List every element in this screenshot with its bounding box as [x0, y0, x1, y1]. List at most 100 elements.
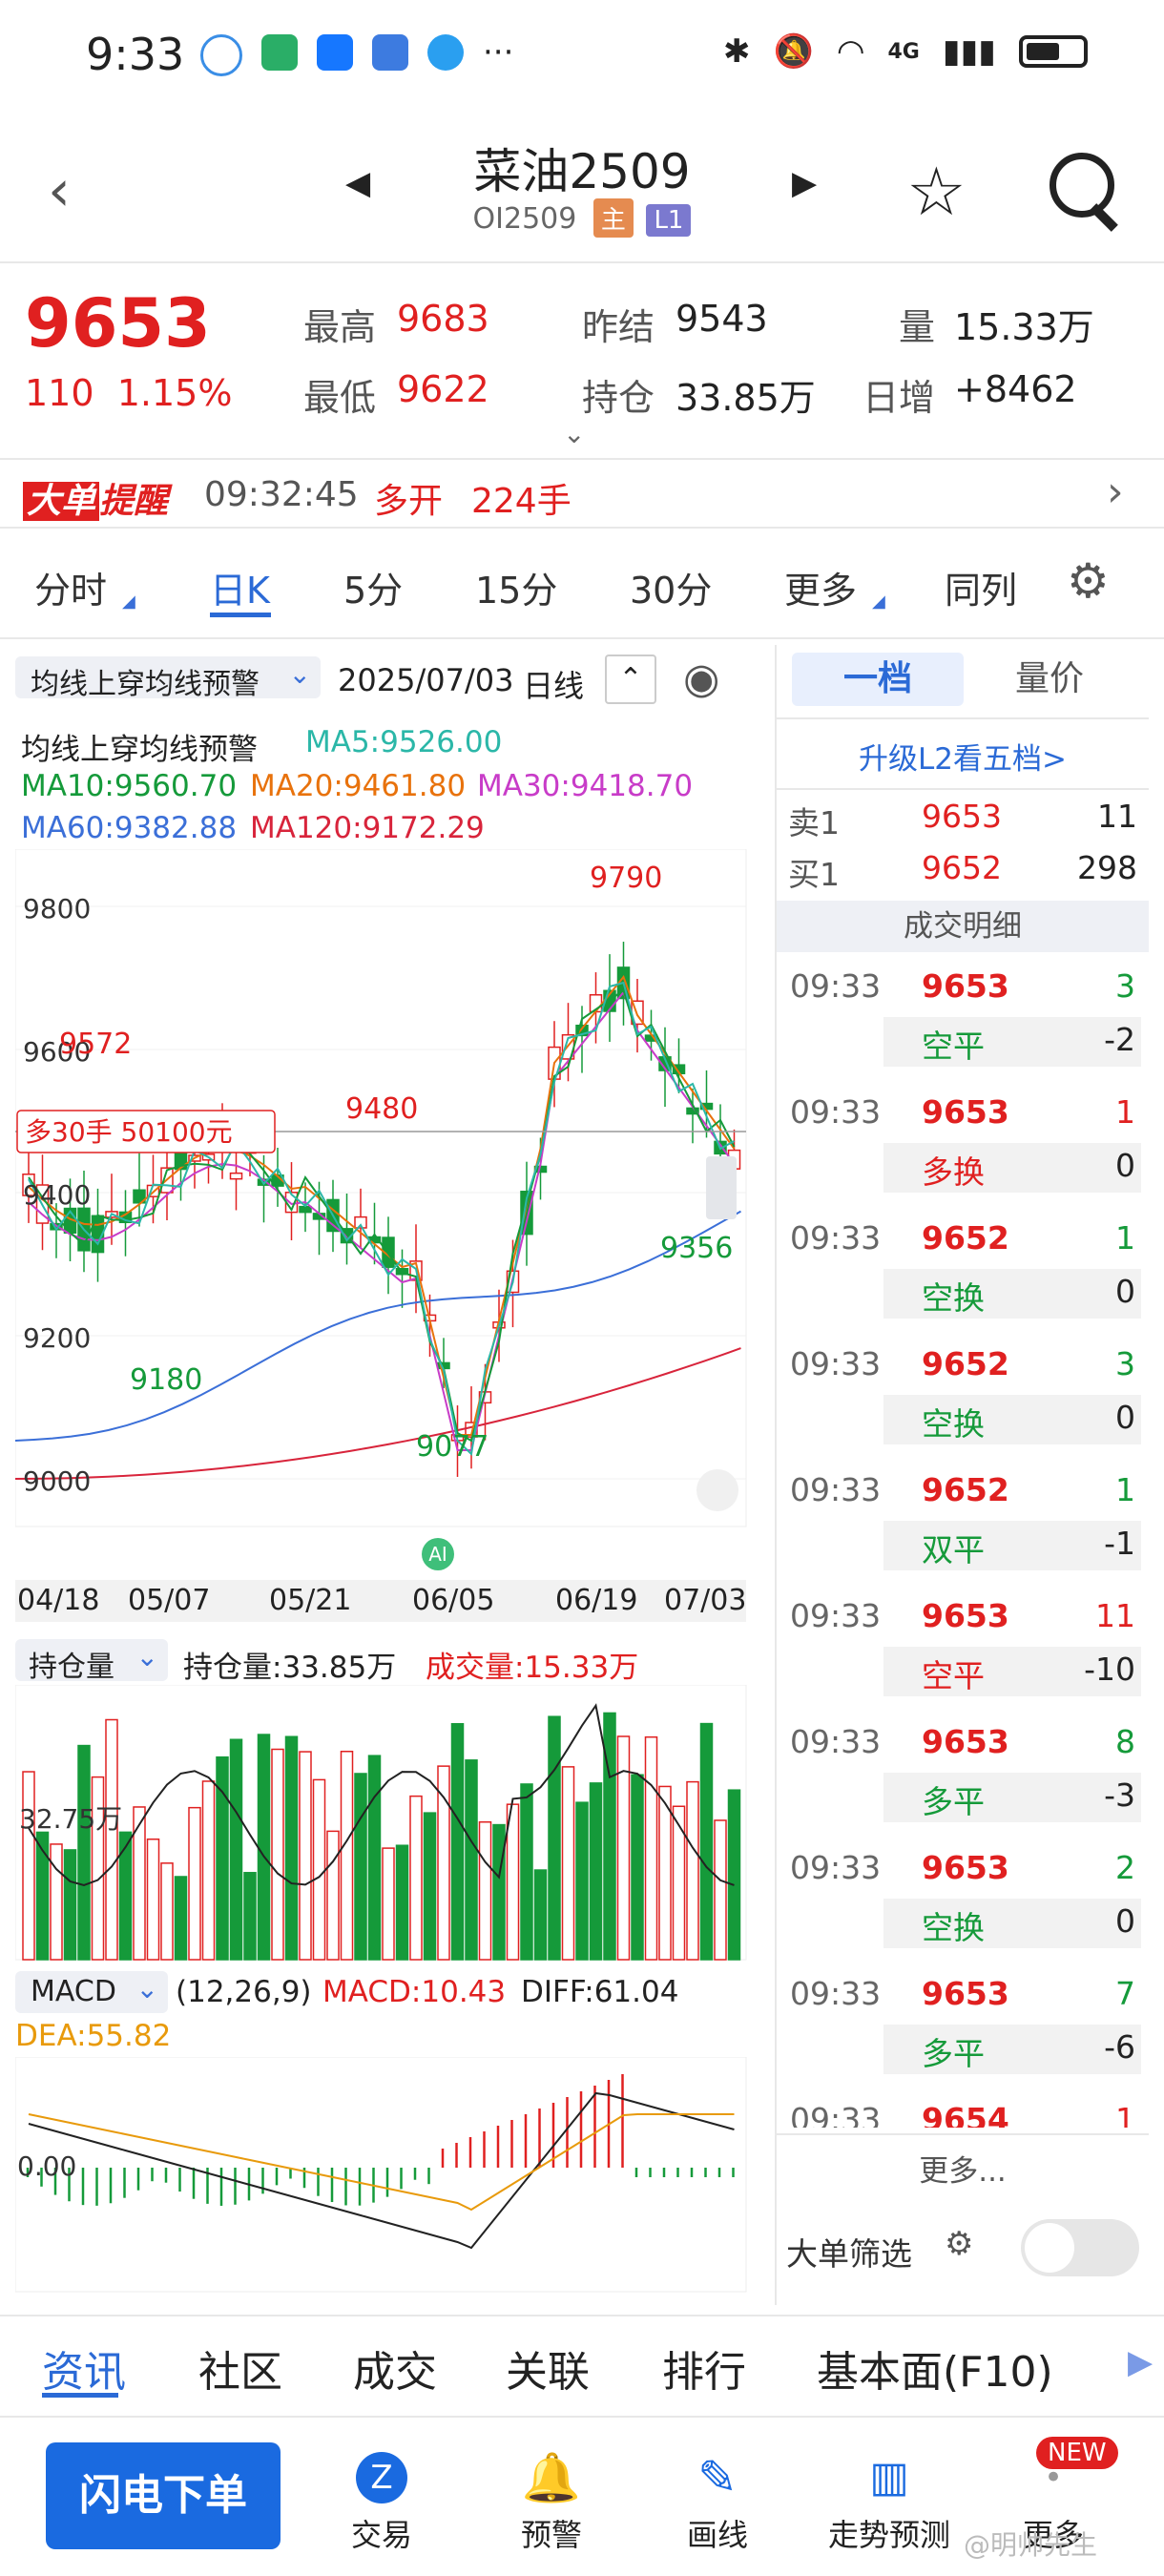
nav-trade[interactable]: Z 交易 [324, 2452, 439, 2555]
signal-icon: ▮▮▮ [942, 32, 996, 71]
volume-indicator-select[interactable]: 持仓量 ⌄ [15, 1639, 168, 1684]
search-icon[interactable] [1050, 153, 1114, 218]
volume-chart[interactable]: 32.75万 [15, 1685, 750, 1962]
status-time: 9:33 [86, 29, 185, 80]
quote-divider [0, 458, 1164, 460]
trade-qty: 2 [1115, 1849, 1135, 1886]
volume-bar [63, 1849, 77, 1961]
chevron-down-icon: ⌄ [288, 658, 311, 690]
settings-gear-icon[interactable]: ⚙ [1067, 553, 1110, 609]
alert-chevron-icon[interactable]: › [1107, 467, 1124, 516]
change-value: 110 [25, 372, 94, 414]
x-date: 05/07 [128, 1584, 211, 1617]
x-date: 06/05 [412, 1584, 495, 1617]
trade-price: 9653 [922, 1093, 1009, 1131]
volume-bar [686, 1780, 699, 1961]
high-label: 最高 [303, 306, 377, 348]
dea-line [28, 2113, 735, 2212]
back-icon[interactable]: ‹ [48, 157, 71, 224]
volume-bar [77, 1744, 91, 1961]
volume-bar [631, 1774, 644, 1961]
indicator-select[interactable]: 均线上穿均线预警 ⌄ [15, 656, 321, 701]
mute-icon: 🔕 [773, 32, 814, 71]
tab-fundamentals[interactable]: 基本面(F10) [817, 2348, 1053, 2397]
big-order-toggle[interactable] [1021, 2219, 1139, 2276]
trade-time: 09:33 [790, 1471, 882, 1508]
filter-settings-icon[interactable]: ⚙ [945, 2225, 974, 2263]
change-pct: 1.15% [116, 372, 233, 414]
kline-ma-lines [15, 974, 741, 1480]
kline-chart[interactable]: 9800 9600 9400 9200 9000 9790 9572 9480 … [15, 849, 750, 1536]
volume-bar [395, 1844, 409, 1961]
fullscreen-icon[interactable] [696, 1469, 738, 1511]
next-contract-icon[interactable]: ▶ [792, 164, 818, 202]
tab-daily-k[interactable]: 日K [210, 570, 270, 612]
volume-bar [284, 1735, 299, 1961]
alipay-icon [317, 34, 353, 71]
macd-select[interactable]: MACD ⌄ [15, 1971, 168, 2013]
scroll-right-icon[interactable]: ▶ [1128, 2343, 1154, 2381]
tab-30min[interactable]: 30分 [630, 570, 713, 612]
trade-time: 09:33 [790, 1345, 882, 1382]
macd-params: (12,26,9) [176, 1975, 312, 2009]
ma30-legend: MA30:9418.70 [477, 769, 694, 803]
ma120-legend: MA120:9172.29 [250, 811, 485, 845]
tab-related[interactable]: 关联 [506, 2348, 590, 2397]
big-order-alert[interactable] [0, 460, 1164, 527]
quick-order-button[interactable]: 闪电下单 [46, 2442, 281, 2549]
trade-price: 9653 [922, 1723, 1009, 1760]
candle [133, 1189, 146, 1204]
tab-news[interactable]: 资讯 [42, 2348, 126, 2397]
nav-alert[interactable]: 🔔 预警 [494, 2452, 609, 2555]
tab-15min[interactable]: 15分 [475, 570, 558, 612]
trade-row: 09:33 9653 7 多平 -6 [777, 1962, 1149, 2088]
tab-compare[interactable]: 同列 [945, 570, 1018, 612]
ma5-legend: MA5:9526.00 [305, 725, 503, 759]
tab-5min[interactable]: 5分 [343, 570, 404, 612]
nav-trade-label: 交易 [350, 2517, 412, 2553]
tab-level1[interactable]: 一档 [792, 653, 964, 706]
collapse-icon[interactable]: ⌃ [605, 654, 656, 704]
prev-label: 昨结 [582, 306, 655, 348]
nav-draw[interactable]: ✎ 画线 [660, 2452, 775, 2555]
macd-chart[interactable]: 0.00 [15, 2057, 750, 2296]
eye-icon[interactable]: ◉ [683, 654, 720, 703]
chevron-down-icon: ⌄ [135, 1641, 158, 1672]
trade-list[interactable]: 09:33 9653 3 空平 -2 09:33 9653 1 多换 0 09:33 9652 1 空换 0… [777, 954, 1149, 2128]
expand-chevron-icon[interactable]: ⌄ [563, 418, 586, 449]
volume-bar [340, 1751, 354, 1961]
chart-period: 日线 [523, 668, 585, 704]
trade-delta: -2 [1104, 1021, 1135, 1058]
chart-expand-handle[interactable] [706, 1156, 737, 1219]
nav-forecast[interactable]: ▥ 走势预测 [813, 2452, 966, 2555]
trade-row: 09:33 9653 3 空平 -2 [777, 954, 1149, 1080]
ai-icon[interactable]: AI [422, 1538, 454, 1570]
macd-frame [15, 2057, 747, 2293]
tab-trades[interactable]: 成交 [353, 2348, 437, 2397]
chart-book-icon: ▥ [869, 2453, 909, 2502]
dropdown-triangle-icon: ◢ [122, 592, 135, 612]
volume-bar [548, 1715, 561, 1961]
tab-ranking[interactable]: 排行 [662, 2348, 746, 2397]
favorite-star-icon[interactable]: ☆ [906, 153, 967, 231]
sell1-price: 9653 [922, 798, 1002, 835]
trade-time: 09:33 [790, 1723, 882, 1760]
tab-community[interactable]: 社区 [198, 2348, 282, 2397]
chat-app-icon [200, 34, 242, 76]
more-trades-link[interactable]: 更多... [919, 2154, 1007, 2189]
volume-bar [118, 1831, 133, 1961]
volume-bar [35, 1831, 50, 1961]
candle [299, 1205, 312, 1214]
trade-type: 双平 [922, 1531, 985, 1568]
tab-timeshare[interactable]: 分时 [34, 570, 108, 612]
annotation: 9572 [59, 1028, 132, 1061]
ma60-legend: MA60:9382.88 [21, 811, 238, 845]
tab-more[interactable]: 更多 [784, 570, 858, 612]
tab-volume-price[interactable]: 量价 [1014, 659, 1084, 698]
annotation: 9356 [660, 1232, 733, 1265]
ma10-line [28, 988, 736, 1443]
watermark: @明帅先生 [964, 2529, 1098, 2561]
prev-contract-icon[interactable]: ◀ [345, 164, 371, 202]
upgrade-l2-link[interactable]: 升级L2看五档> [859, 742, 1067, 777]
date-axis [15, 1580, 746, 1622]
